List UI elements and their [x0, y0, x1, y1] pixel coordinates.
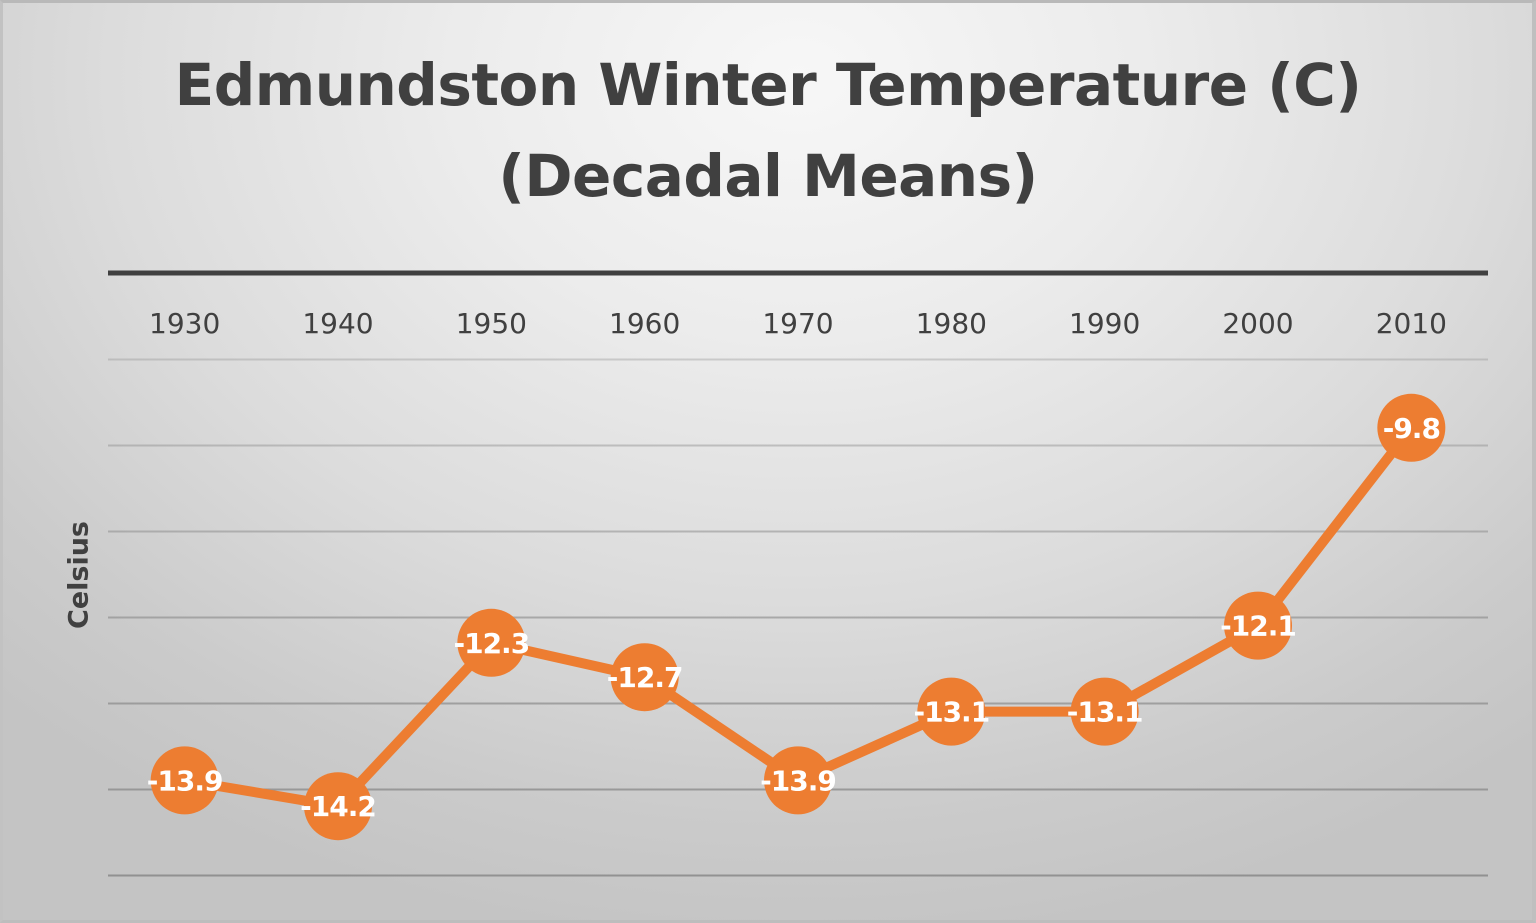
data-label: -13.9	[147, 764, 223, 797]
data-point: -12.7	[607, 643, 684, 712]
x-tick-label: 1940	[302, 307, 373, 340]
data-point: -13.9	[147, 746, 224, 815]
gridlines	[108, 358, 1488, 877]
chart-title-line2: (Decadal Means)	[498, 142, 1038, 210]
data-label: -9.8	[1383, 412, 1440, 445]
data-point: -12.1	[1220, 591, 1297, 660]
x-axis-tick-labels: 1930 1940 1950 1960 1970 1980 1990 2000 2010	[149, 307, 1447, 340]
marker-circle	[457, 608, 526, 677]
data-point: -9.8	[1377, 393, 1446, 462]
data-label: -12.3	[453, 627, 529, 660]
data-label: -13.1	[913, 696, 989, 729]
data-label: -13.9	[760, 764, 836, 797]
chart-title: Edmundston Winter Temperature (C) (Decad…	[0, 40, 1536, 222]
chart-title-line1: Edmundston Winter Temperature (C)	[174, 51, 1362, 119]
data-label: -14.2	[300, 790, 376, 823]
data-point: -13.1	[913, 677, 990, 746]
data-point: -14.2	[300, 772, 377, 841]
marker-circle	[917, 677, 986, 746]
x-tick-label: 1980	[916, 307, 987, 340]
x-tick-label: 1990	[1069, 307, 1140, 340]
marker-circle	[304, 772, 372, 841]
data-point: -13.9	[760, 746, 837, 815]
x-tick-label: 2000	[1222, 307, 1293, 340]
x-tick-label: 1970	[762, 307, 833, 340]
x-tick-label: 1950	[456, 307, 527, 340]
x-tick-label: 1930	[149, 307, 220, 340]
x-tick-label: 1960	[609, 307, 680, 340]
marker-circle	[610, 643, 679, 712]
data-point: -13.1	[1067, 677, 1144, 746]
marker-circle	[150, 746, 219, 815]
data-markers: -13.9 -14.2 -12.3 -12.7 -13.9 -13.1 -13.1 -12.1…	[147, 393, 1446, 841]
data-label: -13.1	[1067, 696, 1143, 729]
x-tick-label: 2010	[1376, 307, 1447, 340]
marker-circle	[1377, 393, 1446, 462]
data-label: -12.7	[607, 661, 683, 694]
data-point: -12.3	[453, 608, 530, 677]
marker-circle	[1070, 677, 1139, 746]
data-label: -12.1	[1220, 610, 1296, 643]
marker-circle	[1224, 591, 1292, 660]
marker-circle	[764, 746, 832, 815]
